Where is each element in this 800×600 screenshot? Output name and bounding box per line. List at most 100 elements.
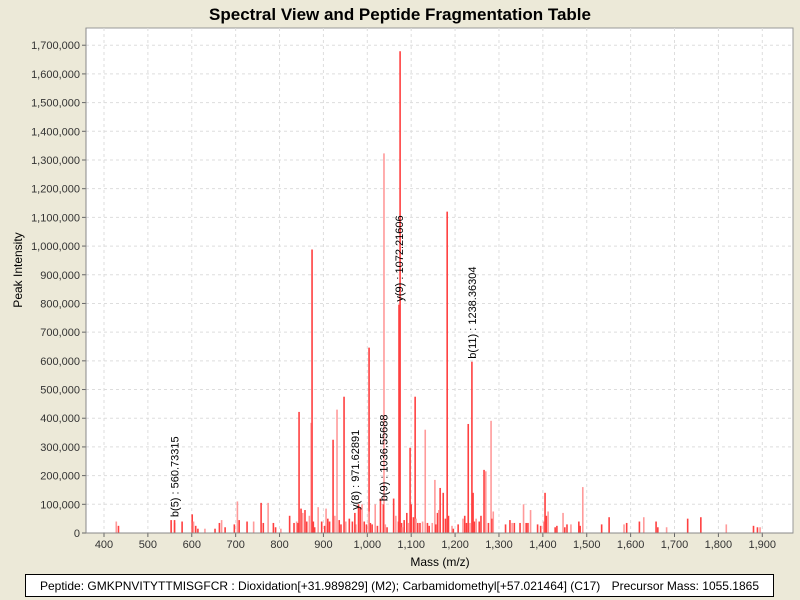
peak-bar (412, 517, 415, 533)
peak-bar (752, 525, 755, 533)
chart-title: Spectral View and Peptide Fragmentation … (209, 5, 591, 24)
peak-bar (426, 522, 429, 533)
y-tick-label: 400,000 (40, 413, 80, 425)
peak-bar (409, 447, 411, 533)
peak-bar (260, 502, 262, 533)
y-tick-label: 1,500,000 (31, 98, 80, 110)
peak-bar (600, 524, 603, 533)
peak-bar (365, 524, 368, 533)
peak-bar (665, 527, 668, 533)
peak-bar (491, 518, 493, 533)
peak-bar (529, 510, 532, 533)
x-tick-label: 1,500 (573, 539, 601, 551)
peak-bar (369, 522, 372, 533)
y-tick-label: 700,000 (40, 327, 80, 339)
peak-bar (416, 522, 419, 533)
peak-bar (392, 498, 395, 533)
peak-bar (436, 512, 439, 533)
peak-bar (403, 520, 405, 533)
peak-bar (338, 520, 341, 533)
peak-bar (556, 525, 558, 533)
peak-bar (204, 528, 206, 533)
peak-bar (451, 525, 453, 533)
x-tick-label: 1,300 (485, 539, 513, 551)
peak-bar (483, 469, 485, 533)
x-axis-label: Mass (m/z) (410, 555, 469, 569)
y-tick-label: 100,000 (40, 499, 80, 511)
peak-bar (317, 507, 319, 533)
y-tick-label: 300,000 (40, 442, 80, 454)
legend: Peptide: GMKPNVITYTTMISGFCR : Dioxidatio… (25, 574, 774, 597)
peak-bar (434, 479, 436, 533)
peak-bar (323, 525, 326, 533)
peak-bar (642, 517, 645, 533)
y-tick-label: 900,000 (40, 270, 80, 282)
peak-bar (472, 492, 474, 533)
peak-bar (410, 504, 412, 533)
peak-bar (395, 515, 397, 533)
peak-bar (367, 511, 370, 533)
peak-bar (511, 522, 513, 533)
peak-bar (252, 521, 255, 533)
peak-bar (700, 517, 702, 533)
peak-bar (504, 524, 507, 533)
peak-bar (192, 521, 195, 533)
peak-bar (288, 515, 291, 533)
peak-bar (363, 521, 366, 533)
peak-bar (475, 518, 477, 533)
peak-bar (345, 521, 347, 533)
peak-bar (311, 249, 313, 534)
peak-bar (431, 522, 434, 533)
peak-bar (386, 527, 388, 533)
peak-bar (340, 524, 342, 533)
peak-bar (399, 51, 401, 533)
x-tick-label: 1,200 (441, 539, 469, 551)
peak-bar (383, 153, 385, 533)
peak-bar (492, 511, 495, 533)
spectrum-chart: Spectral View and Peptide Fragmentation … (11, 5, 794, 569)
y-tick-label: 1,300,000 (31, 155, 80, 167)
peak-bar (327, 518, 329, 533)
peak-bar (280, 528, 282, 533)
peak-bar (462, 518, 464, 533)
peak-bar (348, 518, 351, 533)
x-tick-label: 500 (139, 539, 157, 551)
annotated-peak-bar (398, 304, 400, 533)
y-tick-label: 1,000,000 (31, 241, 80, 253)
peak-bar (544, 492, 546, 533)
y-tick-label: 600,000 (40, 356, 80, 368)
y-axis-label: Peak Intensity (11, 232, 25, 307)
peak-bar (320, 521, 323, 533)
peak-bar (756, 527, 759, 533)
y-tick-label: 1,200,000 (31, 184, 80, 196)
peak-annotation-label: b(5) : 560.73315 (170, 436, 182, 517)
peak-bar (484, 471, 487, 533)
peak-bar (376, 525, 379, 533)
peak-bar (310, 422, 312, 533)
peak-annotation-label: b(11) : 1238.36304 (467, 267, 479, 359)
peak-bar (407, 522, 410, 533)
peak-bar (379, 498, 382, 533)
grid (86, 28, 793, 534)
peak-bar (334, 515, 336, 533)
peak-bar (414, 396, 416, 533)
peak-bar (295, 521, 298, 533)
x-tick-label: 1,400 (529, 539, 557, 551)
peak-bar (267, 502, 269, 533)
peak-bar (463, 515, 466, 533)
peak-bar (357, 504, 360, 533)
peak-bar (478, 521, 481, 533)
peak-bar (332, 439, 334, 533)
x-tick-label: 1,700 (661, 539, 689, 551)
x-tick-label: 400 (95, 539, 113, 551)
y-tick-label: 1,600,000 (31, 69, 80, 81)
peak-bar (686, 518, 689, 533)
peak-bar (657, 527, 659, 533)
x-tick-label: 900 (314, 539, 332, 551)
peak-bar (421, 521, 424, 533)
peak-bar (325, 508, 327, 533)
x-tick-label: 1,600 (617, 539, 645, 551)
peak-bar (361, 504, 363, 533)
peaks (115, 51, 761, 534)
peak-bar (480, 515, 482, 533)
